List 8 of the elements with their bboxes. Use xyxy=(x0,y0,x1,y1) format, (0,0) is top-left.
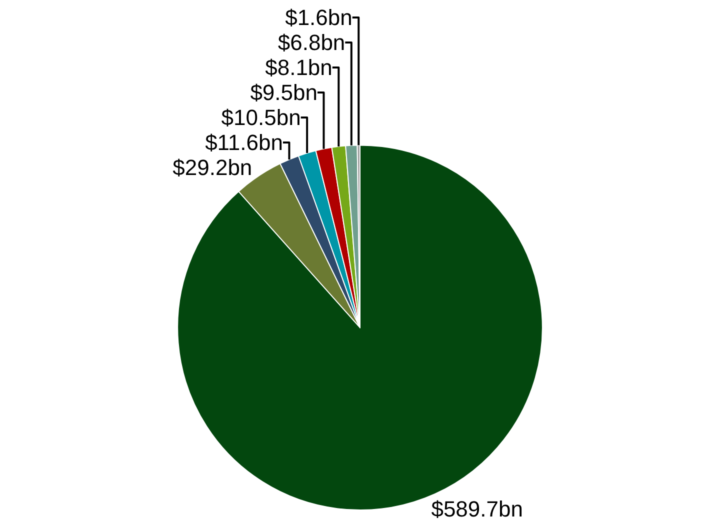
data-label: $6.8bn xyxy=(278,30,346,55)
data-label: $10.5bn xyxy=(221,104,301,130)
data-label: $29.2bn xyxy=(172,154,252,180)
data-label: $1.6bn xyxy=(285,4,352,30)
data-label: $589.7bn xyxy=(431,496,523,522)
data-label: $11.6bn xyxy=(205,130,283,155)
data-label: $8.1bn xyxy=(265,54,332,80)
data-label: $9.5bn xyxy=(250,80,318,105)
